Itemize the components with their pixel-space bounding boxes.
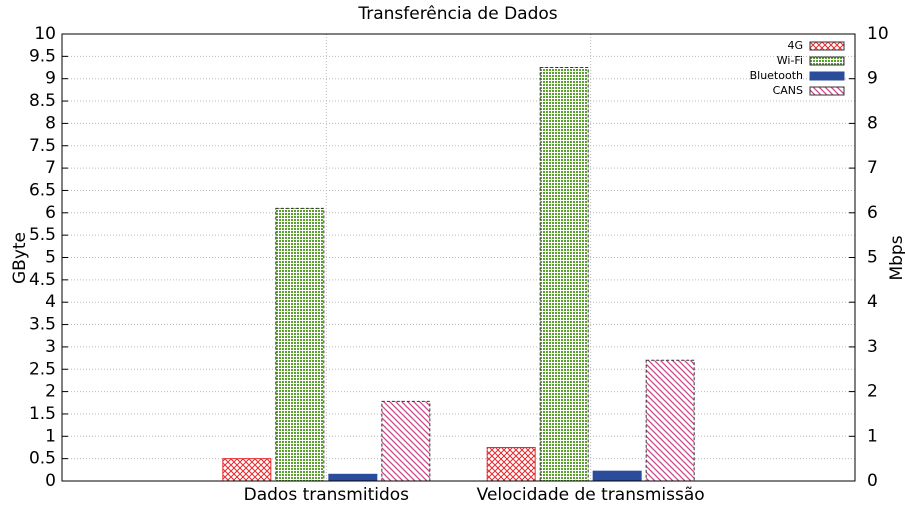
y-tick-label: 9.5	[29, 46, 56, 66]
y2-tick-label: 10	[867, 24, 889, 44]
y2-tick-label: 3	[867, 337, 878, 357]
bar	[486, 446, 536, 482]
y2-tick-label: 0	[867, 471, 878, 491]
y-tick-label: 6.5	[29, 180, 56, 200]
y2-tick-label: 2	[867, 382, 878, 402]
y2-tick-label: 1	[867, 426, 878, 446]
y-tick-label: 1	[45, 426, 56, 446]
y-axis-label: GByte	[10, 232, 30, 284]
y-tick-label: 10	[34, 24, 56, 44]
legend-label: 4G	[787, 39, 803, 52]
y-tick-label: 7.5	[29, 136, 56, 156]
bar	[645, 359, 695, 482]
y-tick-label: 0.5	[29, 449, 56, 469]
y2-tick-label: 8	[867, 113, 878, 133]
legend-label: CANS	[773, 84, 803, 97]
y2-tick-label: 9	[867, 69, 878, 89]
y-tick-label: 1.5	[29, 404, 56, 424]
y-tick-label: 9	[45, 69, 56, 89]
y-tick-label: 3	[45, 337, 56, 357]
y-tick-label: 5.5	[29, 225, 56, 245]
y-tick-label: 3.5	[29, 315, 56, 335]
y-tick-label: 8	[45, 113, 56, 133]
y2-tick-label: 5	[867, 248, 878, 268]
y2-axis-label: Mbps	[887, 235, 905, 280]
bar	[381, 400, 431, 482]
y-tick-label: 5	[45, 248, 56, 268]
y-tick-label: 2	[45, 382, 56, 402]
y-tick-label: 6	[45, 203, 56, 223]
chart-title: Transferência de Dados	[357, 4, 557, 24]
plot-frame	[61, 33, 856, 482]
x-tick-label: Dados transmitidos	[244, 485, 410, 505]
y-tick-label: 4	[45, 292, 56, 312]
y2-tick-label: 6	[867, 203, 878, 223]
legend-label: Wi-Fi	[777, 54, 803, 67]
bar	[539, 67, 589, 482]
bar	[275, 207, 325, 482]
bar	[592, 470, 642, 482]
y2-tick-label: 7	[867, 158, 878, 178]
legend-swatch	[809, 41, 845, 51]
y2-tick-label: 4	[867, 292, 878, 312]
bar	[222, 458, 272, 482]
bar	[328, 473, 378, 482]
y-tick-label: 8.5	[29, 91, 56, 111]
legend-swatch	[809, 56, 845, 66]
y-tick-label: 4.5	[29, 270, 56, 290]
y-tick-label: 2.5	[29, 359, 56, 379]
legend-swatch	[809, 86, 845, 96]
legend-swatch	[809, 71, 845, 81]
legend-label: Bluetooth	[750, 69, 803, 82]
y-tick-label: 7	[45, 158, 56, 178]
x-tick-label: Velocidade de transmissão	[477, 485, 705, 505]
y-tick-label: 0	[45, 471, 56, 491]
